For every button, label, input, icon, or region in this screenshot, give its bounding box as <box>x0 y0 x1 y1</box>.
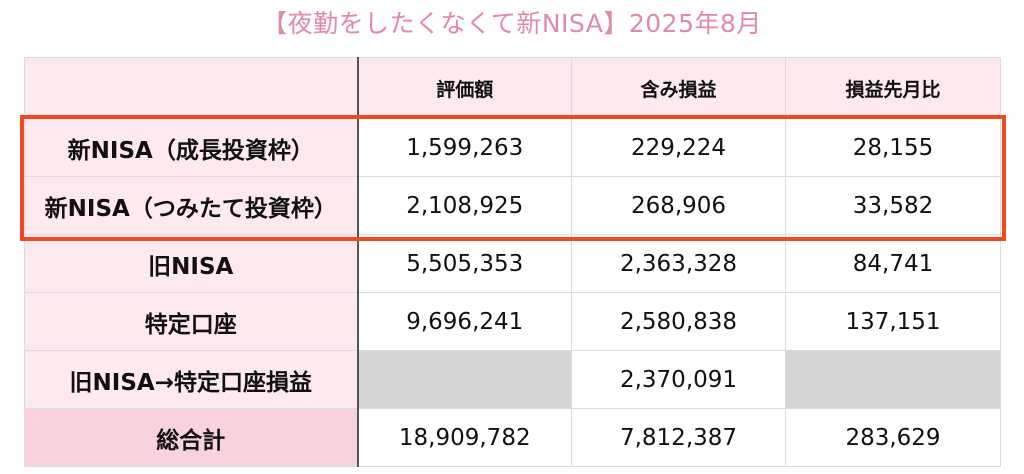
row-label: 旧NISA <box>24 234 359 293</box>
portfolio-table: 評価額 含み損益 損益先月比 新NISA（成長投資枠） 1,599,263 22… <box>24 57 1001 467</box>
unrealized-cell: 2,580,838 <box>571 292 786 351</box>
header-corner <box>24 57 359 119</box>
empty-valuation-cell <box>357 350 572 409</box>
header-valuation: 評価額 <box>357 57 572 119</box>
unrealized-cell: 2,363,328 <box>571 234 786 293</box>
portfolio-table-container: 評価額 含み損益 損益先月比 新NISA（成長投資枠） 1,599,263 22… <box>20 57 1006 467</box>
header-unrealized: 含み損益 <box>571 57 786 119</box>
total-unrealized-cell: 7,812,387 <box>571 408 786 467</box>
valuation-cell: 9,696,241 <box>357 292 572 351</box>
total-label: 総合計 <box>24 408 359 467</box>
table-row: 旧NISA 5,505,353 2,363,328 84,741 <box>24 234 1001 293</box>
row-label: 旧NISA→特定口座損益 <box>24 350 359 409</box>
table-row: 旧NISA→特定口座損益 2,370,091 <box>24 350 1001 409</box>
unrealized-cell: 268,906 <box>571 176 786 235</box>
valuation-cell: 5,505,353 <box>357 234 572 293</box>
empty-mom-cell <box>785 350 1001 409</box>
header-month-over-month: 損益先月比 <box>785 57 1001 119</box>
total-mom-cell: 283,629 <box>785 408 1001 467</box>
row-label: 新NISA（つみたて投資枠） <box>24 176 359 235</box>
row-label: 特定口座 <box>24 292 359 351</box>
header-row: 評価額 含み損益 損益先月比 <box>24 57 1001 119</box>
valuation-cell: 1,599,263 <box>357 118 572 177</box>
unrealized-cell: 229,224 <box>571 118 786 177</box>
table-row: 新NISA（成長投資枠） 1,599,263 229,224 28,155 <box>24 118 1001 177</box>
mom-cell: 33,582 <box>785 176 1001 235</box>
total-valuation-cell: 18,909,782 <box>357 408 572 467</box>
table-row: 新NISA（つみたて投資枠） 2,108,925 268,906 33,582 <box>24 176 1001 235</box>
mom-cell: 137,151 <box>785 292 1001 351</box>
page-title: 【夜勤をしたくなくて新NISA】2025年8月 <box>262 9 762 38</box>
mom-cell: 28,155 <box>785 118 1001 177</box>
total-row: 総合計 18,909,782 7,812,387 283,629 <box>24 408 1001 467</box>
row-label: 新NISA（成長投資枠） <box>24 118 359 177</box>
table-row: 特定口座 9,696,241 2,580,838 137,151 <box>24 292 1001 351</box>
unrealized-cell: 2,370,091 <box>571 350 786 409</box>
mom-cell: 84,741 <box>785 234 1001 293</box>
valuation-cell: 2,108,925 <box>357 176 572 235</box>
